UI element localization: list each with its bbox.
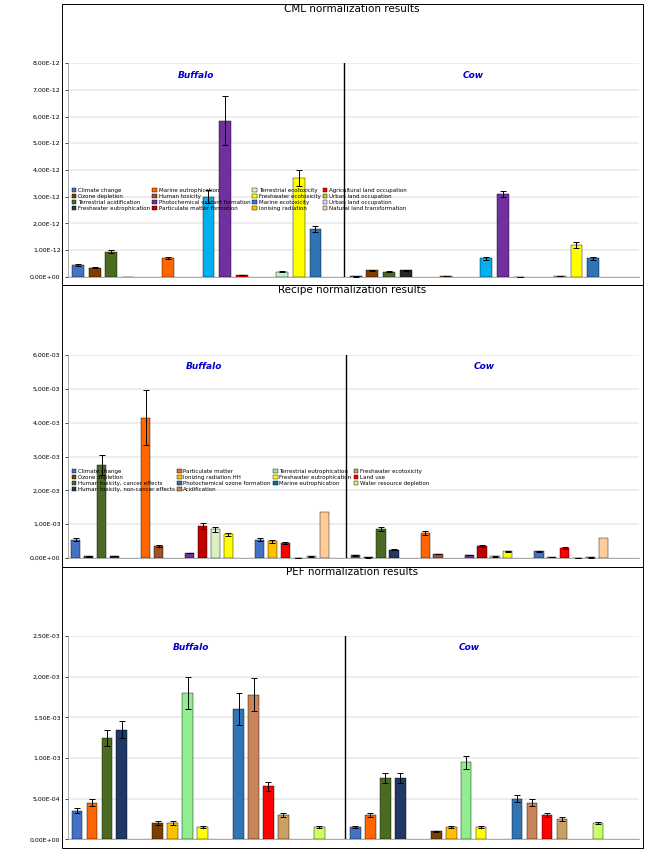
Text: Buffalo: Buffalo (177, 71, 214, 80)
Bar (383, 272, 395, 277)
Bar (380, 779, 391, 839)
Bar (478, 546, 487, 558)
Bar (89, 268, 101, 277)
Bar (281, 543, 290, 558)
Text: Buffalo: Buffalo (186, 362, 223, 371)
Bar (350, 827, 361, 839)
Bar (97, 465, 106, 558)
Bar (461, 762, 471, 839)
Bar (72, 265, 84, 277)
Bar (395, 779, 406, 839)
Legend: Climate change, Ozone depletion, Human toxicity, cancer effects, Human toxicity,: Climate change, Ozone depletion, Human t… (71, 468, 430, 493)
Bar (593, 823, 603, 839)
Bar (599, 538, 608, 558)
Bar (197, 827, 208, 839)
Bar (314, 827, 324, 839)
Bar (491, 556, 500, 558)
Legend: Climate change, Ozone depletion, Terrestrial acidification, Freshwater eutrophic: Climate change, Ozone depletion, Terrest… (71, 187, 408, 212)
Bar (224, 534, 233, 558)
Bar (263, 786, 274, 839)
Bar (306, 556, 315, 558)
Bar (319, 512, 328, 558)
Bar (110, 556, 119, 558)
Bar (465, 556, 474, 558)
Bar (198, 526, 207, 558)
Bar (535, 551, 544, 558)
Text: CML normalization results: CML normalization results (284, 4, 420, 14)
Bar (249, 694, 259, 839)
Bar (211, 529, 220, 558)
Bar (431, 832, 441, 839)
Bar (153, 823, 163, 839)
Text: PEF normalization results: PEF normalization results (286, 567, 418, 577)
Text: Buffalo: Buffalo (173, 643, 209, 653)
Bar (350, 556, 360, 558)
Bar (476, 827, 486, 839)
Bar (219, 120, 231, 277)
Bar (202, 197, 214, 277)
Bar (293, 178, 304, 277)
Bar (71, 539, 80, 558)
Bar (512, 798, 522, 839)
Bar (234, 709, 244, 839)
Bar (278, 815, 289, 839)
Bar (367, 270, 378, 277)
Bar (310, 229, 321, 277)
Bar (547, 557, 556, 558)
Text: Cow: Cow (459, 643, 480, 653)
Bar (527, 803, 537, 839)
Bar (84, 556, 93, 558)
Bar (440, 276, 452, 277)
Bar (141, 417, 150, 558)
Bar (86, 803, 97, 839)
Bar (376, 529, 386, 558)
Bar (101, 738, 112, 839)
Bar (446, 827, 456, 839)
Bar (71, 811, 82, 839)
Bar (434, 554, 443, 558)
Bar (116, 729, 127, 839)
Bar (389, 550, 398, 558)
Bar (236, 275, 248, 277)
Bar (587, 258, 599, 277)
Bar (154, 546, 163, 558)
Bar (365, 815, 376, 839)
Bar (162, 258, 174, 277)
Bar (400, 270, 411, 277)
Bar (557, 819, 567, 839)
Bar (255, 539, 264, 558)
Text: Recipe normalization results: Recipe normalization results (278, 285, 426, 296)
Bar (268, 541, 277, 558)
Bar (504, 551, 513, 558)
Bar (480, 258, 492, 277)
Bar (182, 693, 193, 839)
Bar (276, 272, 288, 277)
Bar (185, 553, 194, 558)
Bar (570, 245, 582, 277)
Bar (167, 823, 178, 839)
Text: Cow: Cow (473, 362, 495, 371)
Bar (105, 251, 117, 277)
Bar (497, 194, 509, 277)
Text: Cow: Cow (463, 71, 484, 80)
Bar (542, 815, 552, 839)
Bar (560, 548, 569, 558)
Bar (421, 532, 430, 558)
